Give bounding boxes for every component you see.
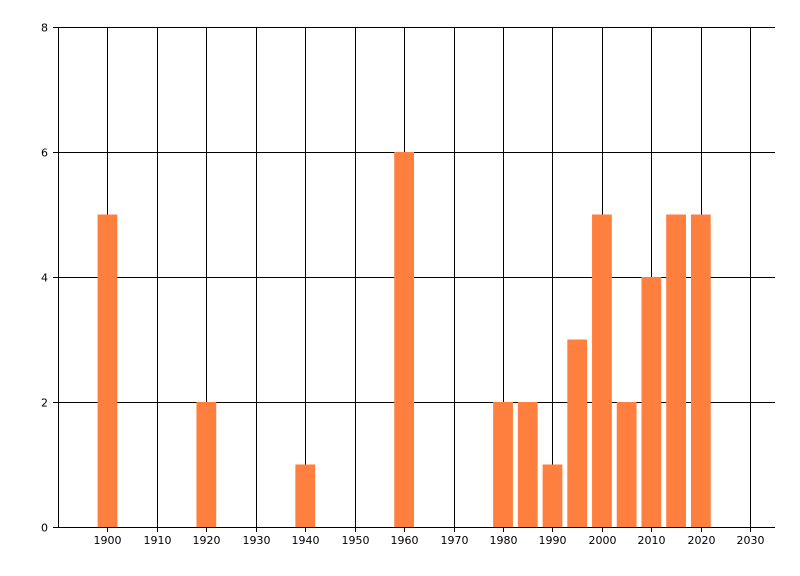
x-tick-label: 1910 xyxy=(144,534,172,547)
x-tick-label: 2030 xyxy=(737,534,765,547)
x-tick-label: 1990 xyxy=(539,534,567,547)
bar-2010 xyxy=(641,277,662,527)
x-tick-label: 1950 xyxy=(342,534,370,547)
x-tick-label: 1940 xyxy=(292,534,320,547)
bars xyxy=(97,152,711,527)
x-tick-label: 1900 xyxy=(94,534,122,547)
y-tick-label: 2 xyxy=(41,397,48,410)
bar-2000 xyxy=(592,214,612,527)
bar-1920 xyxy=(196,402,217,527)
axes xyxy=(53,27,775,532)
bar-1940 xyxy=(295,464,316,527)
y-tick-label: 6 xyxy=(41,147,48,160)
bar-1990 xyxy=(542,464,563,527)
tick-labels: 1900 1910 1920 1930 1940 1950 1960 1970 1980 1990… xyxy=(41,22,765,548)
y-tick-label: 8 xyxy=(41,22,48,35)
bar-1960 xyxy=(394,152,415,527)
x-tick-label: 2000 xyxy=(589,534,617,547)
bar-1900 xyxy=(97,214,118,527)
x-tick-label: 1930 xyxy=(243,534,271,547)
x-tick-label: 2010 xyxy=(638,534,666,547)
x-tick-label: 1960 xyxy=(391,534,419,547)
x-tick-label: 1970 xyxy=(441,534,469,547)
y-tick-label: 4 xyxy=(41,272,48,285)
bar-1995 xyxy=(567,339,588,527)
x-tick-label: 1920 xyxy=(193,534,221,547)
x-tick-label: 2020 xyxy=(688,534,716,547)
x-tick-label: 1980 xyxy=(490,534,518,547)
bar-2015 xyxy=(666,214,686,527)
bar-1985 xyxy=(517,402,538,527)
bar-1980 xyxy=(493,402,513,527)
bar-2005 xyxy=(616,402,637,527)
y-tick-label: 0 xyxy=(41,522,48,535)
bar-2020 xyxy=(690,214,711,527)
